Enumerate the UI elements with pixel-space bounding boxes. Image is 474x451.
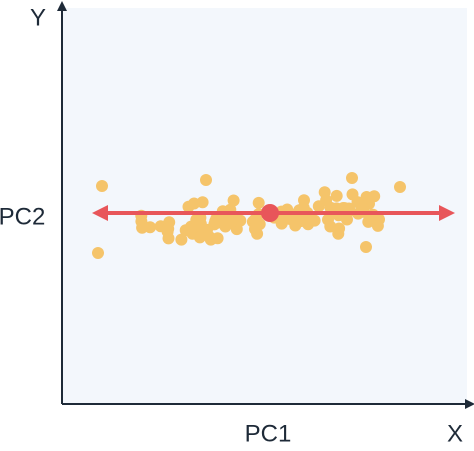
data-point (190, 213, 203, 226)
data-point (298, 194, 310, 207)
data-point (162, 222, 175, 235)
data-point (253, 218, 266, 231)
data-point (196, 196, 209, 209)
data-point (227, 194, 240, 207)
data-point (175, 233, 188, 246)
data-point (92, 247, 104, 259)
data-point (394, 181, 406, 193)
data-point (371, 219, 384, 232)
mean-point (261, 204, 279, 222)
data-point (320, 194, 333, 207)
data-point (144, 221, 157, 234)
y-axis-label: Y (30, 4, 46, 31)
data-point (346, 172, 358, 184)
data-point (346, 188, 359, 201)
data-point (252, 196, 265, 209)
data-point (333, 222, 346, 235)
data-point (360, 241, 372, 253)
pc1-label: PC1 (245, 420, 292, 447)
data-point (368, 190, 381, 203)
data-point (330, 189, 343, 202)
x-axis-label: X (447, 420, 463, 447)
data-point (96, 180, 108, 192)
data-point (224, 216, 237, 229)
data-point (200, 174, 212, 186)
data-point (193, 231, 206, 244)
data-point (211, 232, 224, 245)
data-point (251, 227, 264, 240)
data-point (322, 213, 334, 226)
pc2-label: PC2 (0, 203, 45, 230)
data-point (341, 213, 353, 226)
